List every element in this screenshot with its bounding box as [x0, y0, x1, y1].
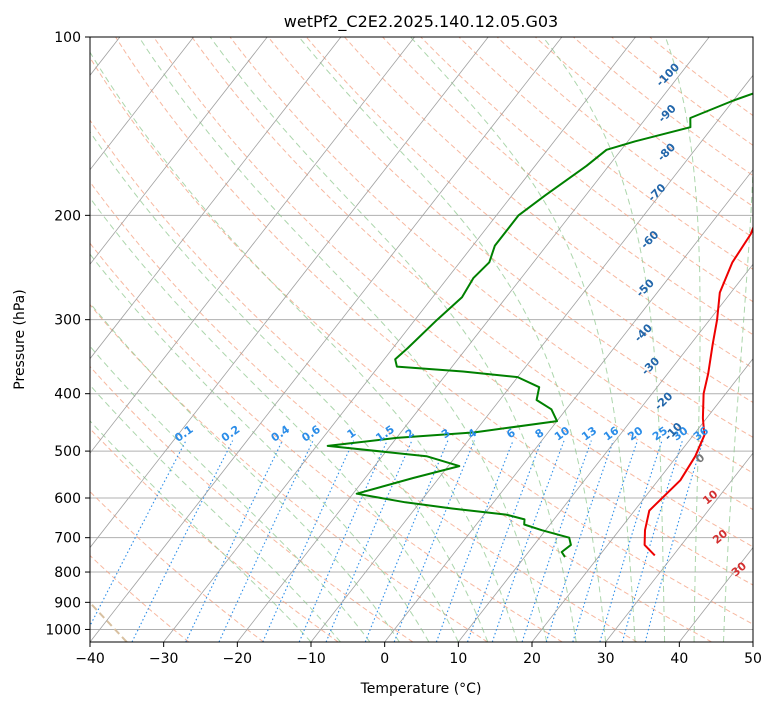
y-tick-label: 900: [54, 595, 81, 611]
y-tick-label: 200: [54, 208, 81, 224]
moist-adiabat-line: [723, 160, 753, 642]
plot-frame: [89, 36, 754, 643]
mixing-ratio-line: [364, 440, 449, 642]
dry-adiabat-line: [534, 37, 753, 207]
dry-adiabat-line: [90, 303, 488, 642]
dry-adiabat-line: [90, 119, 712, 642]
isotherm-line: [310, 74, 753, 642]
y-tick-label: 400: [54, 387, 81, 403]
chart-title: wetPf2_C2E2.2025.140.12.05.G03: [284, 12, 558, 32]
mixing-ratio-lines: [90, 440, 704, 642]
y-tick-label: 600: [54, 491, 81, 507]
isotherm-line: [90, 37, 563, 642]
mixing-ratio-line: [298, 440, 388, 642]
mixing-ratio-line: [131, 440, 234, 642]
sounding-series: [326, 92, 753, 558]
temperature-profile-line: [643, 225, 753, 557]
moist-adiabat-line: [90, 253, 430, 642]
isotherms: [90, 37, 753, 642]
x-tick-label: 50: [744, 651, 762, 667]
isotherm-line: [384, 169, 753, 642]
mixing-ratio-line: [521, 440, 592, 642]
dry-adiabat-line: [458, 37, 753, 270]
x-axis: −40 −30 −20 −10 0 10 20 30 40 50: [75, 642, 762, 667]
dry-adiabat-line: [573, 37, 753, 177]
isotherm-line: [458, 263, 753, 642]
isotherm-line: [90, 37, 342, 360]
dry-adiabat-line: [191, 37, 753, 511]
dry-adiabat-line: [90, 365, 414, 642]
mixing-ratio-line: [185, 440, 283, 642]
y-tick-label: 500: [54, 444, 81, 460]
isotherm-line: [90, 37, 268, 265]
y-tick-label: 1000: [45, 622, 81, 638]
x-tick-label: −30: [149, 651, 179, 667]
dry-adiabat-line: [305, 37, 753, 404]
moist-adiabat-line: [542, 37, 666, 642]
x-tick-label: 0: [380, 651, 389, 667]
moist-adiabat-line: [298, 37, 607, 642]
moist-adiabat-line: [209, 37, 577, 642]
x-tick-label: 20: [523, 651, 541, 667]
isotherm-line: [90, 37, 489, 549]
moist-adiabat-line: [410, 37, 636, 642]
mixing-ratio-line: [393, 440, 475, 642]
isotherm-line: [90, 37, 194, 171]
mixing-ratio-line: [644, 440, 704, 642]
y-tick-label: 100: [54, 30, 81, 46]
mixing-ratio-line: [621, 440, 683, 642]
dewpoint-profile-line: [326, 92, 753, 558]
dry-adiabat-line: [90, 427, 339, 642]
x-tick-label: 40: [670, 651, 688, 667]
y-tick-label: 800: [54, 565, 81, 581]
dry-adiabat-line: [344, 37, 753, 369]
x-axis-title: Temperature (°C): [360, 681, 482, 697]
dry-adiabat-line: [90, 56, 753, 625]
mixing-ratio-line: [545, 440, 614, 642]
mixing-ratio-line: [325, 440, 413, 642]
mixing-ratio-line: [572, 440, 638, 642]
moist-adiabat-line: [664, 37, 701, 642]
moist-adiabat-line: [90, 345, 371, 642]
x-tick-label: −20: [223, 651, 253, 667]
moist-adiabat-line: [90, 197, 459, 642]
isotherm-line: [90, 37, 415, 454]
isotherm-line: [531, 358, 753, 642]
moist-adiabat-line: [138, 37, 548, 642]
y-tick-label: 700: [54, 531, 81, 547]
mixing-ratio-line: [262, 440, 355, 642]
isotherm-line: [605, 452, 753, 642]
moist-adiabat-line: [90, 302, 400, 642]
mixing-ratio-line: [218, 440, 314, 642]
dry-adiabat-line: [115, 37, 753, 586]
isotherm-line: [237, 37, 710, 642]
dry-adiabat-line: [267, 37, 753, 438]
isotherm-line: [163, 37, 636, 642]
y-axis: 100 200 300 400 500 600 700 800 900 1000: [45, 30, 90, 638]
x-tick-label: 10: [449, 651, 467, 667]
moist-adiabats: [90, 37, 753, 642]
mixing-ratio-line: [90, 440, 187, 628]
moist-adiabat-line: [90, 51, 518, 642]
dry-adiabat-line: [382, 37, 753, 336]
y-axis-title: Pressure (hPa): [12, 289, 28, 389]
x-tick-label: 30: [597, 651, 615, 667]
x-tick-label: −40: [75, 651, 105, 667]
moist-adiabat-line: [90, 420, 312, 642]
moist-adiabat-line: [90, 131, 489, 642]
dry-adiabat-line: [153, 37, 753, 548]
y-tick-label: 300: [54, 313, 81, 329]
x-tick-label: −10: [296, 651, 326, 667]
mixing-ratio-line: [599, 440, 663, 642]
